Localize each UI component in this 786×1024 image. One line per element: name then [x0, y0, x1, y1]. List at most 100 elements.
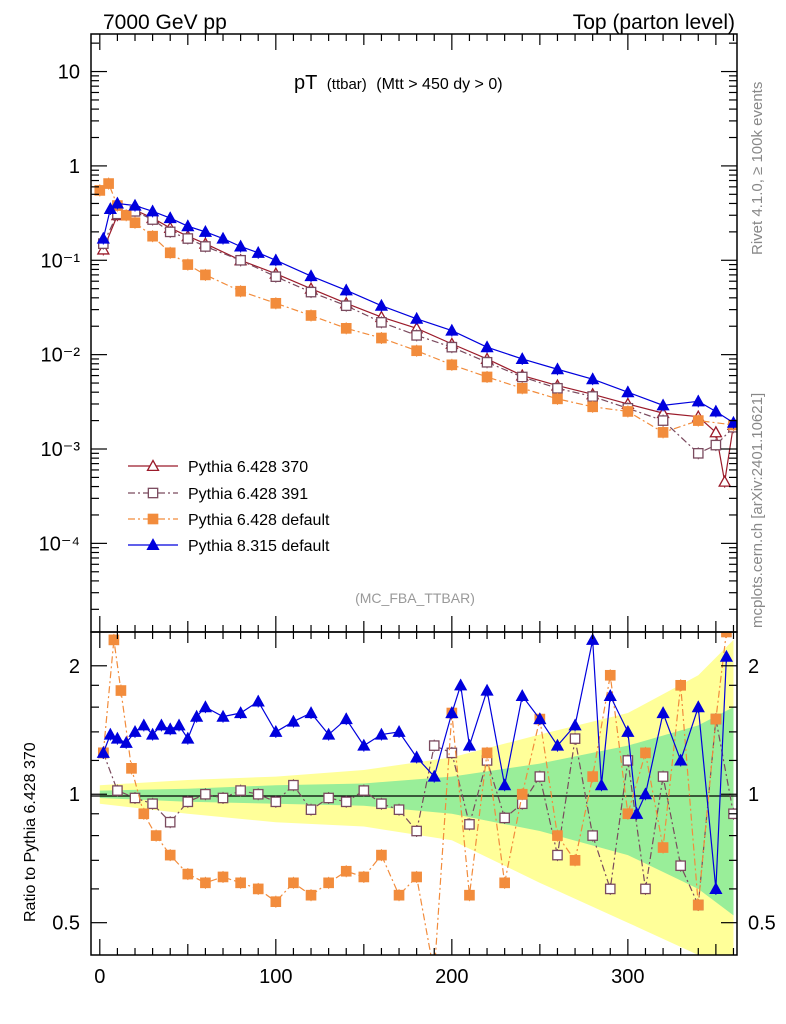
main-point-p8	[709, 404, 723, 417]
ratio-point-p8	[137, 718, 151, 731]
main-point-pdef	[94, 185, 106, 196]
ratio-point-p8	[154, 718, 169, 731]
main-point-pdef	[200, 269, 211, 281]
ratio-point-p8	[410, 750, 424, 763]
main-point-pdef	[305, 310, 317, 321]
ratio-point-p391	[569, 733, 581, 744]
ratio-point-p391	[446, 747, 458, 759]
main-point-pdef	[516, 382, 528, 394]
ratio-point-pdef	[657, 842, 669, 853]
main-point-p8	[216, 231, 230, 244]
ratio-point-pdef	[305, 889, 317, 901]
main-point-p8	[374, 298, 389, 311]
ratio-point-p391	[516, 798, 528, 810]
ratio-point-p8	[339, 712, 353, 725]
main-point-p391	[446, 341, 458, 353]
ratio-point-p391	[235, 785, 246, 796]
main-point-p8	[198, 225, 213, 237]
ratio-point-p8	[119, 735, 133, 748]
ratio-point-p391	[675, 860, 686, 872]
ratio-point-pdef	[270, 896, 282, 908]
ratio-point-p391	[622, 755, 634, 766]
ratio-point-p8	[392, 725, 406, 737]
ratio-point-p391	[323, 792, 334, 804]
tick-label: 1	[69, 784, 80, 806]
main-point-p391	[270, 271, 282, 283]
main-point-p391	[657, 415, 669, 426]
ratio-point-pdef	[411, 871, 422, 883]
main-point-p8	[128, 198, 142, 211]
ratio-point-p391	[164, 816, 176, 828]
main-point-pdef	[120, 209, 132, 221]
main-point-pdef	[692, 415, 704, 426]
main-point-p8	[515, 352, 529, 365]
ratio-point-pdef	[640, 747, 651, 759]
main-line-p8	[102, 202, 734, 424]
ratio-point-pdef	[108, 634, 120, 646]
ratio-point-p8	[656, 706, 670, 719]
main-point-p391	[710, 439, 722, 451]
tick-label: 0.5	[52, 913, 80, 935]
main-point-pdef	[103, 178, 114, 189]
ratio-point-p8	[533, 712, 547, 725]
main-point-p370	[718, 474, 732, 487]
title-cut: (Mtt > 450 dy > 0)	[376, 76, 502, 93]
ratio-ylabel: Ratio to Pythia 6.428 370	[22, 742, 39, 922]
tick-label: 10⁻²	[41, 345, 81, 367]
main-point-p391	[235, 254, 246, 266]
main-point-pdef	[622, 406, 634, 417]
ratio-point-p8	[190, 709, 204, 722]
tick-label: 1	[69, 156, 80, 178]
main-point-pdef	[411, 345, 422, 357]
ratio-point-p391	[604, 883, 616, 895]
main-point-p391	[200, 241, 211, 252]
ratio-point-p8	[251, 694, 265, 707]
tick-label: 0.5	[748, 913, 776, 935]
ratio-point-pdef	[604, 669, 616, 681]
main-point-p391	[516, 371, 528, 383]
ratio-point-p8	[427, 769, 441, 782]
ratio-point-p8	[216, 709, 230, 722]
ratio-point-p8	[181, 731, 195, 744]
ratio-point-p391	[340, 796, 352, 808]
ratio-point-pdef	[252, 883, 264, 895]
main-point-p8	[163, 211, 177, 224]
ratio-point-p8	[322, 727, 336, 740]
ratio-point-pdef	[235, 877, 246, 889]
ratio-point-pdef	[552, 830, 563, 841]
legend-marker-p8	[146, 538, 160, 551]
ratio-point-p8	[709, 882, 723, 894]
ratio-point-p391	[147, 798, 158, 810]
tick-label: 2	[748, 656, 759, 678]
main-point-pdef	[270, 297, 282, 309]
ratio-point-pdef	[150, 830, 162, 841]
main-point-p391	[340, 300, 352, 312]
ratio-point-p391	[252, 788, 264, 800]
ratio-point-pdef	[499, 877, 510, 889]
ratio-point-p391	[640, 883, 651, 895]
plot-title: pT (ttbar) (Mtt > 450 dy > 0)	[294, 72, 503, 94]
ratio-point-pdef	[675, 679, 686, 691]
main-point-pdef	[552, 393, 563, 405]
main-point-p8	[234, 239, 248, 252]
main-point-pdef	[376, 332, 387, 344]
main-point-pdef	[147, 230, 158, 242]
ratio-point-pdef	[340, 865, 352, 877]
main-point-p8	[656, 398, 670, 411]
ratio-point-p8	[638, 787, 653, 800]
main-point-p8	[251, 245, 265, 258]
main-point-pdef	[164, 247, 176, 259]
main-point-pdef	[340, 323, 352, 334]
legend: Pythia 6.428 370 Pythia 6.428 391 Pythia 6…	[128, 459, 330, 555]
main-point-p391	[411, 330, 422, 341]
ratio-point-pdef	[182, 868, 194, 880]
main-point-p8	[480, 340, 494, 353]
ratio-point-p8	[498, 778, 512, 791]
tick-label: 10⁻⁴	[39, 533, 80, 555]
ratio-point-p391	[393, 804, 405, 816]
ratio-point-p391	[428, 740, 440, 751]
ratio-point-p8	[550, 738, 565, 751]
legend-marker-pdef	[147, 513, 159, 525]
ratio-point-p391	[552, 849, 563, 861]
tick-label: 200	[435, 966, 468, 988]
